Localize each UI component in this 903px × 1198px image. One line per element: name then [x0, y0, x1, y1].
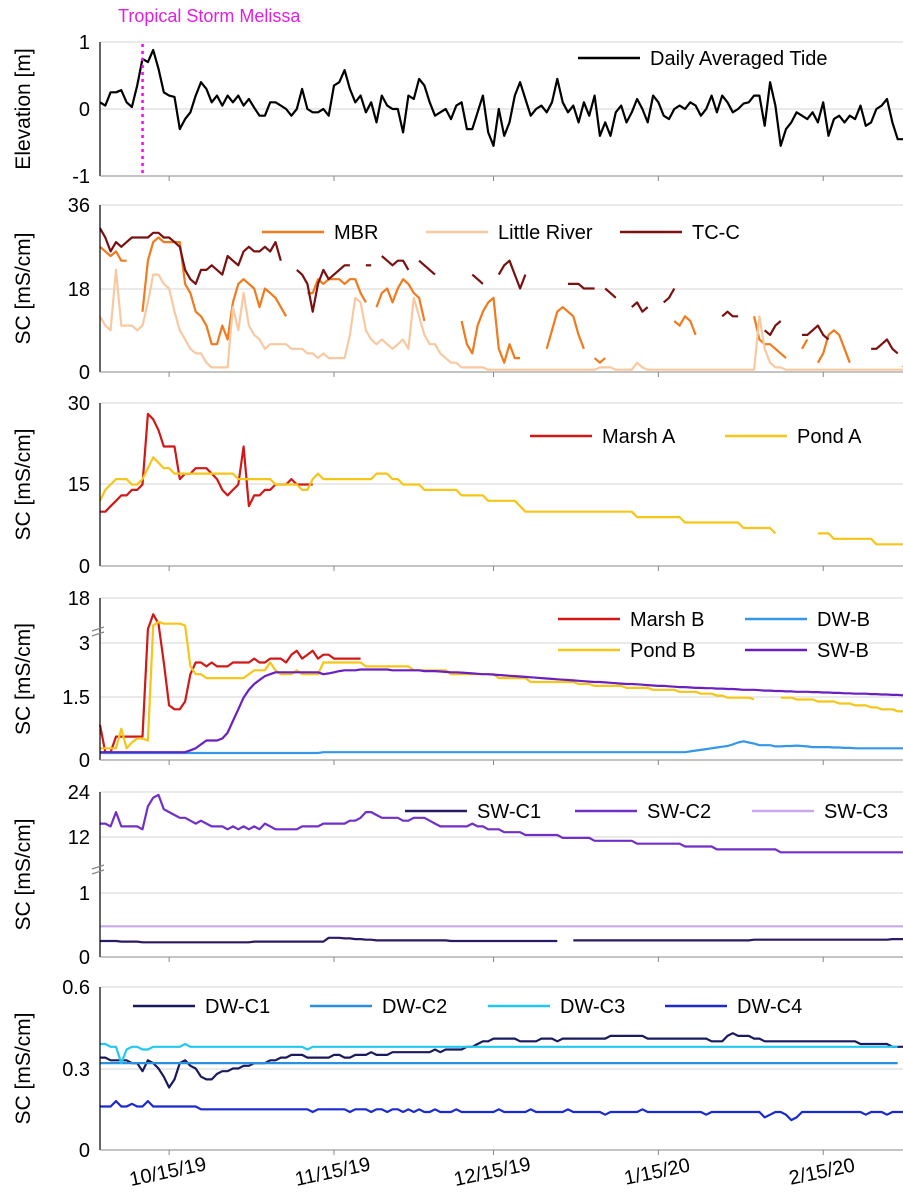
series-line-tc-c	[99, 227, 282, 285]
series-line-dw-c1	[100, 1032, 903, 1089]
axis-break-mark	[91, 626, 105, 637]
y-axis-label: Elevation [m]	[12, 48, 35, 169]
series-line-mbr	[816, 329, 851, 364]
y-tick-label: 1.5	[62, 687, 90, 709]
x-tick-label: 11/15/19	[293, 1153, 372, 1190]
y-tick-label: 18	[68, 588, 90, 610]
series-line-mbr	[99, 245, 127, 262]
legend-label: TC-C	[692, 222, 740, 244]
y-tick-label: 24	[68, 782, 90, 804]
x-tick-label: 2/15/20	[787, 1154, 857, 1189]
legend-label: DW-B	[817, 609, 870, 631]
series-line-sw-c1	[100, 936, 558, 944]
series-line-tc-c	[871, 338, 899, 355]
series-line-tc-c	[802, 324, 830, 341]
y-tick-label: 15	[68, 474, 90, 496]
series-line-tc-c	[497, 259, 527, 290]
y-axis-label: SC [mS/cm]	[12, 1012, 35, 1124]
y-tick-label: 18	[68, 279, 90, 301]
y-tick-label: 0	[79, 947, 90, 969]
y-tick-label: 1	[79, 32, 90, 54]
y-tick-label: 36	[68, 195, 90, 217]
y-tick-label: 0	[79, 750, 90, 772]
y-tick-label: 0	[79, 556, 90, 578]
y-axis-label: SC [mS/cm]	[12, 428, 35, 540]
legend-label: Marsh B	[630, 609, 704, 631]
series-line-mbr	[801, 338, 809, 350]
y-axis-label: SC [mS/cm]	[12, 623, 35, 735]
legend-label: Pond B	[630, 640, 696, 662]
series-line-pond-a	[817, 532, 903, 546]
series-line-tc-c	[381, 255, 410, 271]
legend-label: SW-C3	[824, 801, 888, 823]
y-tick-label: 0	[79, 362, 90, 384]
y-tick-label: 0.6	[62, 977, 90, 999]
series-line-mbr	[593, 357, 606, 364]
legend-label: Pond A	[797, 426, 862, 448]
gridlines	[100, 41, 903, 1151]
series-line-dw-c4	[100, 1099, 903, 1122]
series-line-mbr	[673, 315, 697, 336]
axis-break-mark	[91, 864, 105, 875]
series-line-sw-b	[100, 668, 903, 754]
series-line-marsh-a	[100, 412, 313, 513]
series-line-tc-c	[721, 310, 739, 318]
series-line-dw-b	[100, 740, 903, 755]
y-tick-label: 0	[79, 1140, 90, 1162]
series-line-dw-c3	[100, 1042, 898, 1065]
series-line-sw-c2	[100, 793, 903, 854]
legend-label: Little River	[498, 222, 593, 244]
series-line-daily-averaged-tide	[99, 48, 903, 147]
legend-label: DW-C2	[382, 996, 447, 1018]
series-line-tc-c	[763, 320, 782, 336]
legend-label: Marsh A	[602, 426, 676, 448]
series-line-little-river	[99, 268, 903, 371]
series-line-tc-c	[568, 282, 595, 290]
y-axis-label: SC [mS/cm]	[12, 232, 35, 344]
legend-label: Daily Averaged Tide	[650, 48, 828, 70]
y-tick-label: -1	[72, 166, 90, 188]
series-line-mbr	[307, 278, 367, 303]
series-line-tc-c	[662, 287, 676, 304]
legends: Daily Averaged Tide MBR Little River TC-C Ma…	[133, 48, 888, 1018]
y-tick-label: 30	[68, 393, 90, 415]
legend-label: SW-B	[817, 640, 869, 662]
legend-label: DW-C3	[560, 996, 625, 1018]
series-line-tc-c	[471, 273, 484, 285]
legend-label: DW-C4	[737, 996, 802, 1018]
series-line-tc-c	[418, 259, 436, 276]
series-line-sw-c1	[573, 937, 903, 942]
storm-annotation: Tropical Storm Melissa	[118, 6, 301, 176]
series-line-mbr	[545, 306, 585, 350]
series-line-mbr	[375, 278, 426, 322]
data-series	[98, 48, 903, 1122]
legend-label: DW-C1	[205, 996, 270, 1018]
y-tick-label: 0	[79, 99, 90, 121]
x-tick-label: 1/15/20	[622, 1154, 692, 1189]
y-tick-label: 0.3	[62, 1059, 90, 1081]
series-line-pond-a	[99, 456, 777, 535]
y-axis-label: SC [mS/cm]	[12, 818, 35, 930]
series-line-mbr	[460, 296, 521, 364]
legend-label: SW-C1	[477, 801, 541, 823]
y-tick-label: 12	[68, 827, 90, 849]
series-line-pond-b	[780, 696, 903, 713]
x-tick-label: 10/15/19	[128, 1153, 209, 1191]
annotation-label: Tropical Storm Melissa	[118, 6, 301, 26]
x-tick-label: 12/15/19	[452, 1153, 533, 1191]
legend-label: MBR	[334, 222, 378, 244]
series-line-tc-c	[631, 301, 649, 313]
y-tick-label: 3	[79, 633, 90, 655]
series-line-tc-c	[604, 287, 617, 299]
y-tick-label: 1	[79, 883, 90, 905]
series-line-tc-c	[296, 264, 350, 313]
axes	[91, 42, 903, 1155]
legend-label: SW-C2	[647, 801, 711, 823]
series-line-mbr	[141, 236, 288, 346]
series-line-marsh-b	[98, 613, 361, 754]
series-line-mbr	[753, 316, 787, 359]
